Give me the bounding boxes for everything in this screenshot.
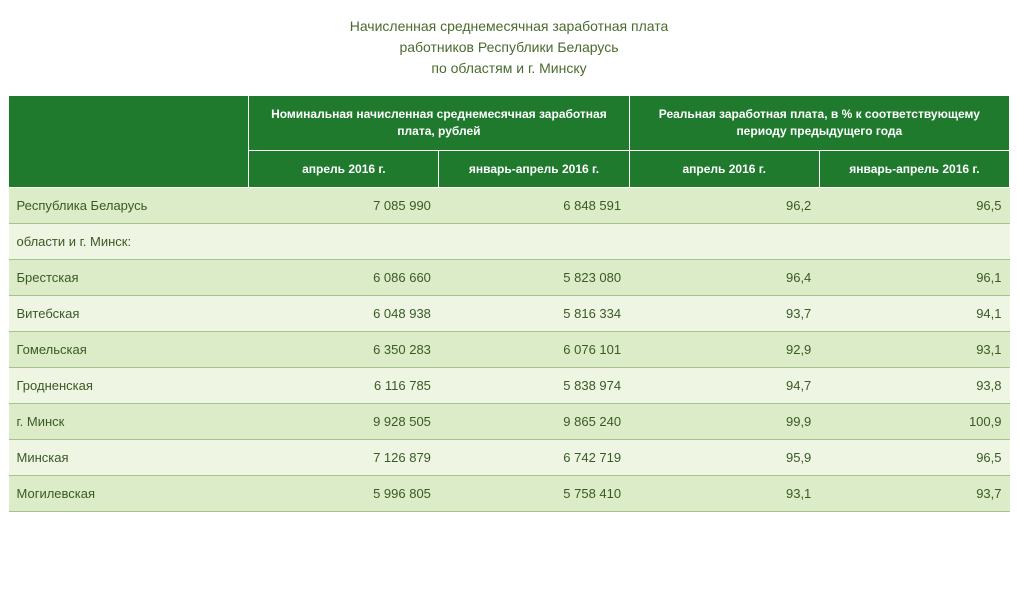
row-label: Гомельская bbox=[9, 332, 249, 368]
row-value: 94,7 bbox=[629, 368, 819, 404]
row-value: 7 085 990 bbox=[249, 188, 439, 224]
row-value: 93,8 bbox=[819, 368, 1009, 404]
row-label: Республика Беларусь bbox=[9, 188, 249, 224]
row-value: 96,1 bbox=[819, 260, 1009, 296]
row-label: области и г. Минск: bbox=[9, 224, 249, 260]
table-row: Витебская6 048 9385 816 33493,794,1 bbox=[9, 296, 1010, 332]
row-value: 9 928 505 bbox=[249, 404, 439, 440]
row-value bbox=[819, 224, 1009, 260]
row-value: 9 865 240 bbox=[439, 404, 629, 440]
salary-table: Номинальная начисленная среднемесячная з… bbox=[8, 95, 1010, 512]
row-value: 93,1 bbox=[629, 476, 819, 512]
row-label: Минская bbox=[9, 440, 249, 476]
row-value: 7 126 879 bbox=[249, 440, 439, 476]
table-header: Номинальная начисленная среднемесячная з… bbox=[9, 96, 1010, 188]
table-row: Гомельская6 350 2836 076 10192,993,1 bbox=[9, 332, 1010, 368]
row-value bbox=[629, 224, 819, 260]
row-value: 5 816 334 bbox=[439, 296, 629, 332]
row-value: 96,4 bbox=[629, 260, 819, 296]
row-value: 5 996 805 bbox=[249, 476, 439, 512]
title-line-3: по областям и г. Минску bbox=[8, 58, 1010, 79]
row-value: 99,9 bbox=[629, 404, 819, 440]
header-sub-2: апрель 2016 г. bbox=[629, 150, 819, 188]
header-sub-1: январь-апрель 2016 г. bbox=[439, 150, 629, 188]
row-label: Брестская bbox=[9, 260, 249, 296]
row-value: 6 048 938 bbox=[249, 296, 439, 332]
row-value: 94,1 bbox=[819, 296, 1009, 332]
header-sub-3: январь-апрель 2016 г. bbox=[819, 150, 1009, 188]
row-value: 6 848 591 bbox=[439, 188, 629, 224]
table-row: Гродненская6 116 7855 838 97494,793,8 bbox=[9, 368, 1010, 404]
header-group-nominal: Номинальная начисленная среднемесячная з… bbox=[249, 96, 629, 151]
row-value: 6 350 283 bbox=[249, 332, 439, 368]
row-value bbox=[249, 224, 439, 260]
row-value: 6 076 101 bbox=[439, 332, 629, 368]
row-value: 100,9 bbox=[819, 404, 1009, 440]
table-body: Республика Беларусь7 085 9906 848 59196,… bbox=[9, 188, 1010, 512]
row-value bbox=[439, 224, 629, 260]
row-value: 6 742 719 bbox=[439, 440, 629, 476]
page-title: Начисленная среднемесячная заработная пл… bbox=[8, 16, 1010, 79]
row-value: 5 823 080 bbox=[439, 260, 629, 296]
title-line-1: Начисленная среднемесячная заработная пл… bbox=[8, 16, 1010, 37]
table-row: г. Минск9 928 5059 865 24099,9100,9 bbox=[9, 404, 1010, 440]
header-group-real: Реальная заработная плата, в % к соответ… bbox=[629, 96, 1009, 151]
row-value: 6 086 660 bbox=[249, 260, 439, 296]
row-value: 93,7 bbox=[629, 296, 819, 332]
table-row: области и г. Минск: bbox=[9, 224, 1010, 260]
row-value: 92,9 bbox=[629, 332, 819, 368]
row-value: 93,1 bbox=[819, 332, 1009, 368]
table-row: Минская7 126 8796 742 71995,996,5 bbox=[9, 440, 1010, 476]
row-value: 93,7 bbox=[819, 476, 1009, 512]
row-value: 96,5 bbox=[819, 188, 1009, 224]
row-label: Могилевская bbox=[9, 476, 249, 512]
row-value: 96,5 bbox=[819, 440, 1009, 476]
row-label: Гродненская bbox=[9, 368, 249, 404]
row-value: 5 838 974 bbox=[439, 368, 629, 404]
title-line-2: работников Республики Беларусь bbox=[8, 37, 1010, 58]
row-label: г. Минск bbox=[9, 404, 249, 440]
row-value: 5 758 410 bbox=[439, 476, 629, 512]
header-blank bbox=[9, 96, 249, 188]
header-sub-0: апрель 2016 г. bbox=[249, 150, 439, 188]
row-label: Витебская bbox=[9, 296, 249, 332]
row-value: 6 116 785 bbox=[249, 368, 439, 404]
row-value: 96,2 bbox=[629, 188, 819, 224]
row-value: 95,9 bbox=[629, 440, 819, 476]
table-row: Республика Беларусь7 085 9906 848 59196,… bbox=[9, 188, 1010, 224]
table-row: Могилевская5 996 8055 758 41093,193,7 bbox=[9, 476, 1010, 512]
table-row: Брестская6 086 6605 823 08096,496,1 bbox=[9, 260, 1010, 296]
